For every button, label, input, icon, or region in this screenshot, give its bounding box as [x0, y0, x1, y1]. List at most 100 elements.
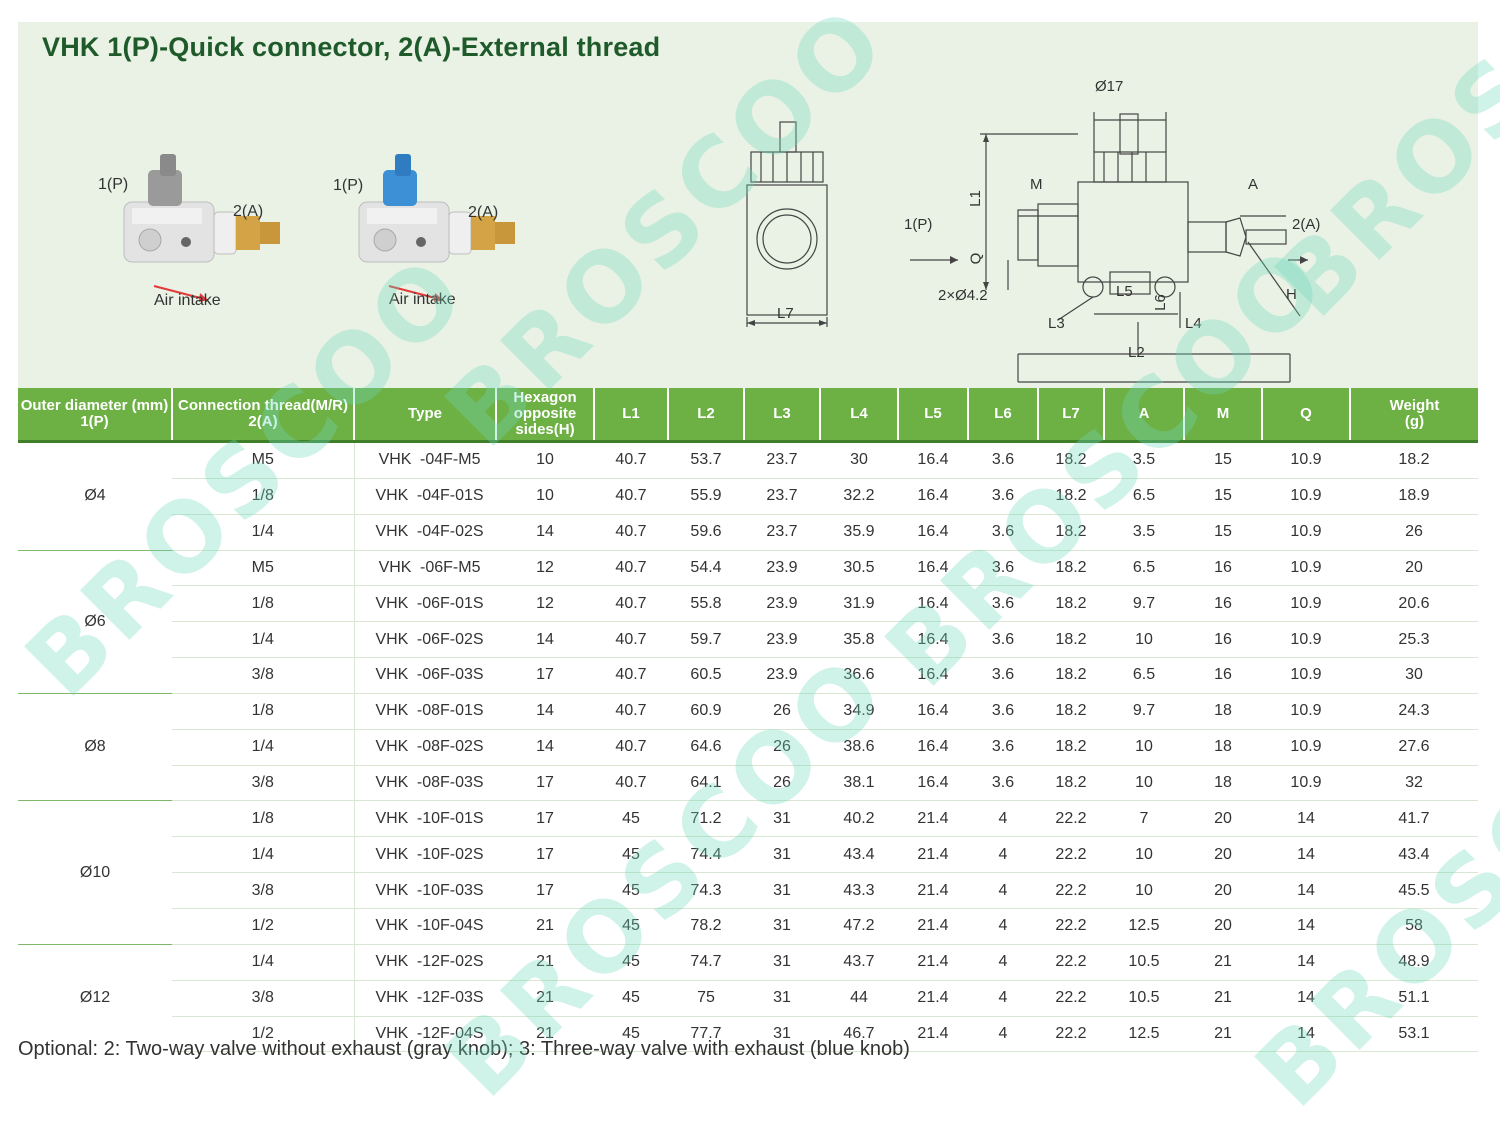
table-row: Ø12 1/4 VHK -12F-02S 21 45 74.7 31 43.7 21.4 4 22.2… — [18, 943, 1478, 1052]
l7-cell: 22.2 — [1038, 872, 1104, 909]
l5-cell: 16.4 — [898, 729, 968, 766]
l1-cell: 45 — [594, 943, 668, 981]
q-cell: 10.9 — [1262, 692, 1350, 730]
l2-cell: 64.1 — [668, 765, 744, 802]
dim-l3: L3 — [1048, 315, 1065, 332]
outer-diameter-cell: Ø6 — [18, 549, 172, 694]
l2-cell: 55.9 — [668, 478, 744, 515]
thread-cell: 1/4 — [172, 943, 355, 981]
l1-cell: 40.7 — [594, 729, 668, 766]
type-code: -04F-M5 — [420, 451, 481, 469]
type-series: VHK — [375, 487, 409, 505]
l4-cell: 43.4 — [820, 836, 898, 874]
l6-cell: 4 — [968, 836, 1038, 874]
w-cell: 20.6 — [1350, 585, 1478, 623]
m-cell: 18 — [1184, 729, 1262, 766]
l2-cell: 64.6 — [668, 729, 744, 766]
th-type: Type — [353, 388, 496, 442]
w-cell: 18.2 — [1350, 441, 1478, 479]
dim-l5: L5 — [1116, 283, 1133, 300]
thread-cell: M5 — [172, 441, 355, 479]
l1-cell: 45 — [594, 1016, 668, 1053]
knob-blue — [383, 170, 417, 206]
thread-cell: 1/2 — [172, 908, 355, 945]
th-l3: L3 — [743, 388, 820, 442]
q-cell: 10.9 — [1262, 729, 1350, 766]
type-cell: VHK -10F-02S — [354, 836, 496, 874]
type-cell: VHK -10F-01S — [354, 800, 496, 838]
l6-cell: 3.6 — [968, 657, 1038, 694]
l2-cell: 74.4 — [668, 836, 744, 874]
l3-cell: 26 — [744, 765, 820, 802]
table-row: 1/2 VHK -12F-04S 21 45 77.7 31 46.7 21.4 4 22.2 12.… — [18, 1016, 1478, 1053]
w-cell: 25.3 — [1350, 621, 1478, 659]
m-cell: 21 — [1184, 1016, 1262, 1053]
l4-cell: 35.8 — [820, 621, 898, 659]
type-code: -06F-01S — [416, 594, 484, 612]
type-cell: VHK -06F-01S — [354, 585, 496, 623]
th-a: A — [1103, 388, 1184, 442]
type-series: VHK — [375, 702, 409, 720]
type-code: -08F-02S — [416, 738, 484, 756]
h-cell: 10 — [496, 478, 594, 515]
q-cell: 14 — [1262, 1016, 1350, 1053]
th-q: Q — [1261, 388, 1350, 442]
thread-cell: 1/8 — [172, 478, 355, 515]
type-code: -08F-03S — [416, 774, 484, 792]
footnote: Optional: 2: Two-way valve without exhau… — [18, 1038, 910, 1060]
w-cell: 41.7 — [1350, 800, 1478, 838]
l3-cell: 31 — [744, 908, 820, 945]
type-cell: VHK -04F-M5 — [354, 441, 496, 479]
l4-cell: 40.2 — [820, 800, 898, 838]
l5-cell: 21.4 — [898, 943, 968, 981]
l7-cell: 18.2 — [1038, 621, 1104, 659]
type-series: VHK — [375, 845, 409, 863]
type-series: VHK — [378, 558, 412, 576]
l1-cell: 45 — [594, 836, 668, 874]
w-cell: 48.9 — [1350, 943, 1478, 981]
type-series: VHK — [375, 774, 409, 792]
type-code: -06F-03S — [416, 666, 484, 684]
h-cell: 14 — [496, 692, 594, 730]
l7-cell: 22.2 — [1038, 980, 1104, 1017]
product-photo-blue-knob — [358, 154, 515, 302]
dim-d17: Ø17 — [1095, 78, 1124, 95]
side-view-drawing — [746, 121, 828, 327]
l1-cell: 40.7 — [594, 657, 668, 694]
photo1-port2-label: 2(A) — [233, 203, 264, 220]
a-cell: 6.5 — [1104, 478, 1184, 515]
type-code: -12F-02S — [416, 953, 484, 971]
l1-cell: 40.7 — [594, 478, 668, 515]
a-cell: 9.7 — [1104, 585, 1184, 623]
l5-cell: 21.4 — [898, 1016, 968, 1053]
l6-cell: 3.6 — [968, 765, 1038, 802]
q-cell: 14 — [1262, 943, 1350, 981]
type-series: VHK — [375, 809, 409, 827]
thread-cell: 1/8 — [172, 800, 355, 838]
l3-cell: 26 — [744, 692, 820, 730]
w-cell: 58 — [1350, 908, 1478, 945]
l4-cell: 34.9 — [820, 692, 898, 730]
th-l4: L4 — [819, 388, 898, 442]
type-cell: VHK -08F-01S — [354, 692, 496, 730]
m-cell: 16 — [1184, 621, 1262, 659]
a-cell: 10 — [1104, 765, 1184, 802]
w-cell: 24.3 — [1350, 692, 1478, 730]
l5-cell: 21.4 — [898, 836, 968, 874]
l7-cell: 18.2 — [1038, 657, 1104, 694]
l7-cell: 22.2 — [1038, 943, 1104, 981]
w-cell: 51.1 — [1350, 980, 1478, 1017]
l4-cell: 32.2 — [820, 478, 898, 515]
dim-h: H — [1286, 286, 1297, 303]
table-header-row: Outer diameter (mm) 1(P) Connection thre… — [18, 388, 1478, 442]
type-cell: VHK -04F-01S — [354, 478, 496, 515]
dim-l2: L2 — [1128, 344, 1145, 361]
h-cell: 17 — [496, 836, 594, 874]
l2-cell: 53.7 — [668, 441, 744, 479]
side-l7-label: L7 — [777, 305, 794, 322]
h-cell: 21 — [496, 943, 594, 981]
l7-cell: 22.2 — [1038, 1016, 1104, 1053]
l3-cell: 23.9 — [744, 621, 820, 659]
th-m: M — [1183, 388, 1262, 442]
l4-cell: 30 — [820, 441, 898, 479]
